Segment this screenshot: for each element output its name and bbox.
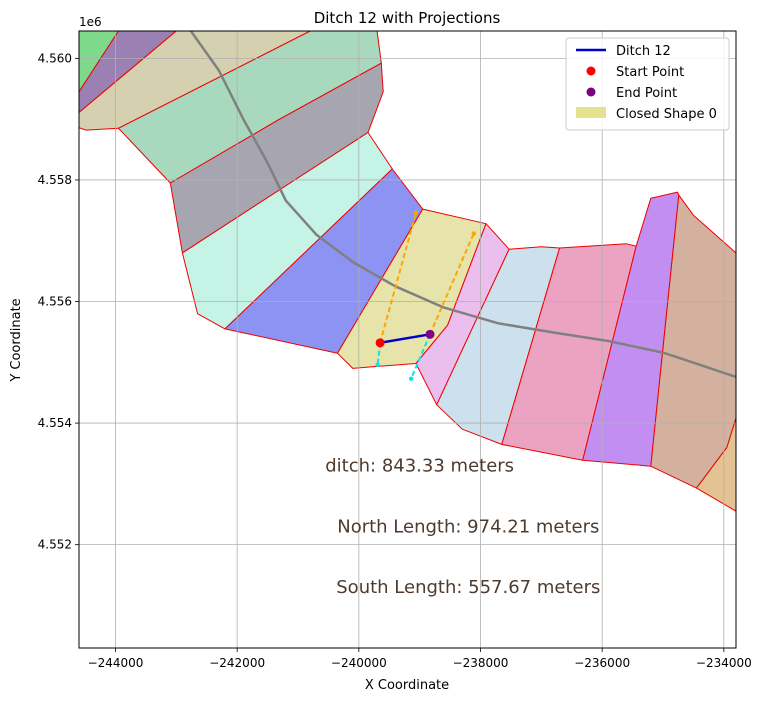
x-tick-label-5: −234000 [696, 656, 752, 670]
annotation-layer: ditch: 843.33 meters North Length: 974.21… [325, 456, 600, 599]
projection-line-1 [429, 233, 475, 335]
shape-polygon-5 [181, 132, 393, 330]
chart-title: Ditch 12 with Projections [314, 9, 501, 27]
annotation-text-0: ditch: 843.33 meters [325, 456, 514, 477]
legend-label-0: Ditch 12 [616, 44, 671, 59]
projection-end-marker-0 [413, 210, 419, 215]
shape-polygon-2 [79, 31, 311, 131]
legend-handle-2 [586, 87, 596, 97]
ticks-layer: −244000 −242000 −240000 −238000 −236000 −2340… [38, 51, 752, 670]
y-offset-label: 1e6 [79, 15, 102, 29]
y-axis-label: Y Coordinate [9, 298, 24, 382]
y-tick-label-4: 4.560 [38, 51, 72, 65]
legend-label-1: Start Point [616, 65, 684, 80]
ditch-line [379, 333, 431, 345]
annotation-text-2: South Length: 557.67 meters [336, 577, 600, 598]
shape-polygon-13 [696, 417, 736, 512]
legend-handle-3 [576, 107, 606, 118]
y-tick-label-2: 4.556 [38, 295, 72, 309]
legend: Ditch 12 Start Point End Point Closed Shape… [565, 37, 730, 131]
x-tick-label-3: −238000 [453, 656, 509, 670]
legend-box [565, 37, 730, 131]
y-tick-label-3: 4.558 [38, 173, 72, 187]
ditch-layer [375, 329, 435, 348]
y-tick-label-0: 4.552 [38, 538, 72, 552]
plot-frame [78, 30, 737, 649]
x-tick-label-4: −236000 [574, 656, 630, 670]
y-tick-label-1: 4.554 [38, 416, 72, 430]
projection-line-3 [410, 333, 431, 380]
projection-end-marker-2 [375, 362, 380, 367]
projection-end-marker-1 [471, 231, 477, 236]
projection-line-0 [379, 212, 417, 344]
projection-end-marker-3 [408, 376, 414, 381]
legend-label-3: Closed Shape 0 [616, 107, 717, 122]
annotation-text-1: North Length: 974.21 meters [337, 516, 599, 537]
legend-handle-1 [586, 66, 596, 76]
x-tick-label-1: −242000 [209, 656, 265, 670]
x-tick-label-2: −240000 [331, 656, 387, 670]
legend-label-2: End Point [616, 86, 677, 101]
start-point-marker [375, 338, 385, 348]
x-axis-label: X Coordinate [365, 678, 449, 693]
x-tick-label-0: −244000 [88, 656, 144, 670]
end-point-marker [425, 329, 435, 339]
